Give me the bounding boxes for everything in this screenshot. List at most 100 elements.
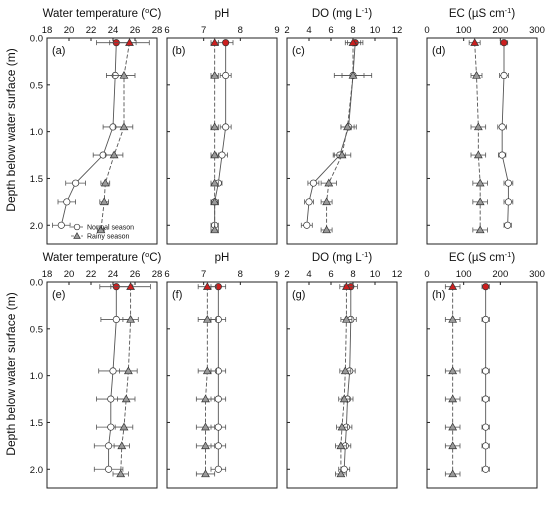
data-point-normal (500, 39, 508, 47)
panel-title: EC (µS cm-1) (449, 250, 516, 265)
data-point-normal (105, 442, 113, 450)
x-tick-label: 22 (86, 269, 97, 280)
data-point-normal (105, 465, 113, 473)
data-point-normal (482, 395, 490, 403)
data-point-rainy (201, 394, 210, 403)
data-point-rainy (337, 422, 347, 431)
x-tick-label: 8 (350, 269, 355, 280)
legend-marker-rainy (73, 232, 81, 239)
data-point-normal (482, 367, 490, 375)
series-rainy (195, 282, 217, 478)
series-rainy (444, 282, 461, 478)
data-point-rainy (99, 197, 109, 206)
data-point-rainy (448, 314, 458, 323)
data-point-normal (57, 221, 65, 229)
data-point-rainy (210, 38, 220, 46)
panel-h: EC (µS cm-1) 0 100 200 300 (h) (424, 250, 545, 489)
data-point-rainy (109, 150, 119, 159)
y-tick-label: 1.5 (30, 418, 43, 429)
data-point-normal (482, 442, 490, 450)
legend-marker-normal (73, 223, 81, 231)
series-normal (497, 39, 514, 229)
y-tick-label: 0.5 (30, 80, 43, 91)
series-rainy (320, 38, 373, 234)
series-normal (210, 283, 227, 473)
data-point-normal (482, 283, 490, 291)
data-point-rainy (210, 225, 220, 234)
data-point-rainy (126, 282, 136, 290)
plot-frame (46, 281, 158, 489)
x-tick-label: 9 (274, 269, 279, 280)
y-tick-label: 1.0 (30, 127, 43, 138)
data-point-normal (107, 423, 115, 431)
data-point-rainy (341, 314, 351, 323)
x-tick-label: 18 (42, 269, 53, 280)
data-point-rainy (201, 469, 210, 478)
y-tick-label: 0.0 (30, 34, 43, 45)
data-point-rainy (125, 38, 134, 46)
data-point-rainy (210, 70, 220, 79)
panel-label: (d) (432, 45, 445, 57)
data-point-rainy (448, 469, 458, 478)
data-point-normal (72, 179, 80, 187)
x-tick-label: 6 (328, 269, 333, 280)
y-tick-label: 1.0 (30, 371, 43, 382)
x-tick-label: 28 (152, 269, 163, 280)
data-point-normal (222, 123, 230, 131)
data-point-normal (482, 315, 490, 324)
data-point-normal (214, 395, 222, 403)
data-point-normal (109, 367, 117, 375)
x-tick-label: 2 (284, 269, 289, 280)
panel-d: EC (µS cm-1) 0 100 200 300 (d) (424, 6, 545, 245)
data-point-normal (218, 151, 226, 159)
series-rainy (334, 282, 354, 478)
x-tick-label: 100 (456, 269, 472, 280)
data-point-rainy (448, 366, 458, 375)
data-point-rainy (117, 441, 127, 450)
x-tick-label: 24 (108, 269, 119, 280)
data-point-normal (498, 151, 506, 159)
panel-a: Water temperature (oC) 18 20 22 24 26 28 0.0 0.5… (30, 6, 162, 245)
data-point-normal (305, 198, 313, 206)
data-point-normal (309, 179, 317, 187)
x-tick-label: 18 (42, 25, 53, 36)
panels: Water temperature (oC)18 20 22 24 26 280.00.5… (30, 6, 545, 489)
data-point-rainy (121, 394, 131, 403)
data-point-normal (214, 465, 222, 473)
legend: Normal season Rainy season (71, 223, 134, 241)
panel-f: pH 6 7 8 9 (f) (164, 252, 280, 489)
panel-title: pH (215, 252, 230, 264)
x-tick-label: 0 (424, 269, 429, 280)
y-axis-label-top: Depth below water surface (m) (4, 48, 18, 211)
data-point-rainy (201, 441, 210, 450)
data-point-normal (482, 465, 490, 473)
data-point-rainy (210, 150, 220, 159)
series-rainy (210, 38, 220, 234)
data-point-rainy (448, 282, 458, 290)
panel-label: (c) (292, 45, 305, 57)
data-point-rainy (337, 150, 347, 159)
data-point-rainy (339, 394, 349, 403)
panel-e: Water temperature (oC) 18 20 22 24 26 28 0.0 0.5… (30, 250, 163, 489)
data-point-rainy (336, 441, 346, 450)
x-tick-label: 2 (284, 25, 289, 36)
y-tick-label: 0.5 (30, 324, 43, 335)
legend-label-normal: Normal season (87, 225, 134, 232)
data-point-rainy (116, 469, 126, 478)
x-tick-label: 200 (492, 25, 508, 36)
data-point-normal (63, 198, 71, 206)
x-tick-label: 8 (350, 25, 355, 36)
data-point-normal (500, 71, 508, 80)
data-point-rainy (341, 282, 351, 290)
panel-label: (f) (172, 289, 182, 301)
data-point-rainy (324, 178, 334, 187)
data-point-rainy (202, 282, 212, 290)
panel-label: (g) (292, 289, 305, 301)
series-normal (93, 283, 134, 473)
x-tick-label: 9 (274, 25, 279, 36)
data-point-rainy (475, 197, 485, 206)
data-point-rainy (448, 422, 458, 431)
y-axis-label-bottom: Depth below water surface (m) (4, 292, 18, 455)
data-point-rainy (119, 422, 129, 431)
